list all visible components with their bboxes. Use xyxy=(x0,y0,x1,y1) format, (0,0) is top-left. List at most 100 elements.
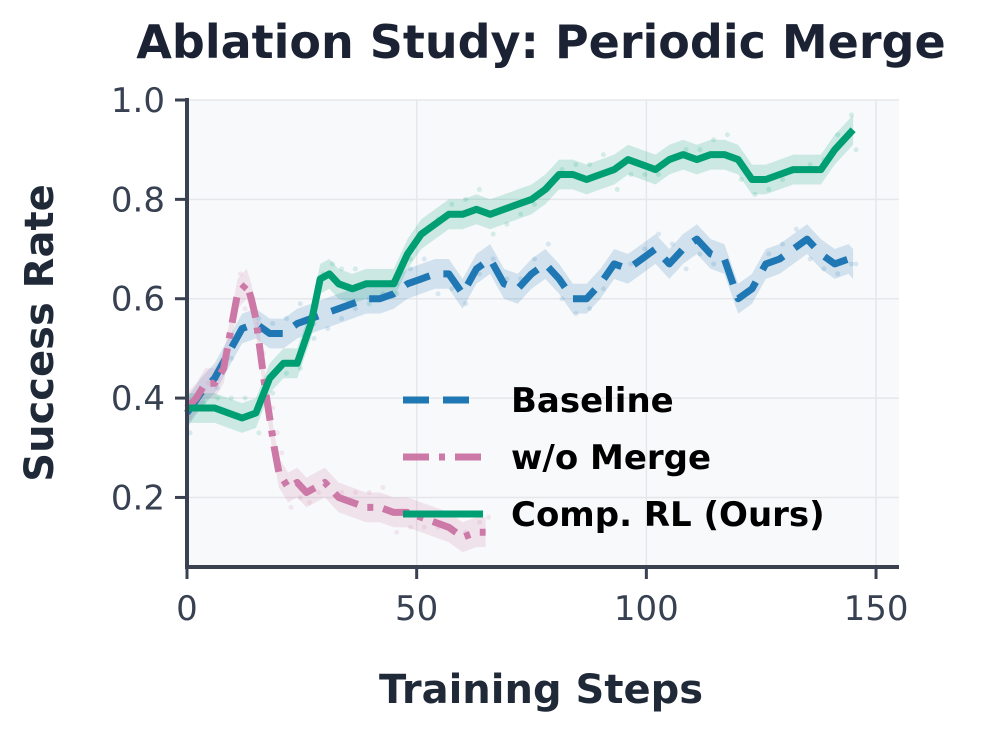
raw-point xyxy=(449,286,455,292)
x-axis-label: Training Steps xyxy=(379,667,703,713)
raw-point xyxy=(711,137,717,143)
raw-point xyxy=(711,261,717,267)
series-line xyxy=(184,280,486,541)
raw-point xyxy=(683,266,689,272)
confidence-band xyxy=(187,224,854,428)
raw-point xyxy=(476,186,482,192)
raw-point xyxy=(807,256,813,262)
series-line xyxy=(187,127,856,422)
raw-point xyxy=(339,316,345,322)
x-tick-label: 100 xyxy=(614,589,679,629)
raw-point xyxy=(780,176,786,182)
x-tick-label: 150 xyxy=(844,589,909,629)
raw-point xyxy=(532,256,538,262)
raw-point xyxy=(366,301,372,307)
raw-point xyxy=(752,191,758,197)
raw-point xyxy=(628,261,634,267)
raw-point xyxy=(853,261,859,267)
raw-point xyxy=(490,256,496,262)
raw-point xyxy=(766,251,772,257)
raw-point xyxy=(407,266,413,272)
raw-point xyxy=(201,400,207,406)
raw-point xyxy=(793,226,799,232)
raw-point xyxy=(256,316,262,322)
raw-point xyxy=(669,241,675,247)
raw-point xyxy=(656,172,662,178)
raw-point xyxy=(463,196,469,202)
raw-point xyxy=(435,291,441,297)
raw-point xyxy=(600,152,606,158)
raw-point xyxy=(205,380,211,386)
raw-point xyxy=(573,162,579,168)
raw-point xyxy=(587,162,593,168)
raw-point xyxy=(256,430,262,436)
x-tick-label: 50 xyxy=(395,589,438,629)
raw-point xyxy=(279,450,285,456)
raw-point xyxy=(835,132,841,138)
raw-point xyxy=(780,241,786,247)
raw-point xyxy=(587,306,593,312)
raw-point xyxy=(532,201,538,207)
raw-point xyxy=(421,256,427,262)
raw-point xyxy=(215,385,221,391)
raw-point xyxy=(463,301,469,307)
raw-point xyxy=(656,231,662,237)
raw-point xyxy=(297,494,303,500)
raw-point xyxy=(835,271,841,277)
raw-point xyxy=(407,524,413,530)
legend-label: Baseline xyxy=(511,381,674,421)
raw-point xyxy=(394,291,400,297)
y-tick-label: 0.8 xyxy=(111,180,165,220)
y-tick-label: 0.4 xyxy=(111,379,165,419)
legend-label: Comp. RL (Ours) xyxy=(511,495,825,535)
raw-point xyxy=(311,335,317,341)
raw-point xyxy=(352,266,358,272)
raw-point xyxy=(228,355,234,361)
raw-point xyxy=(807,162,813,168)
raw-point xyxy=(573,311,579,317)
raw-point xyxy=(853,147,859,153)
raw-point xyxy=(325,326,331,332)
raw-point xyxy=(476,519,482,525)
raw-point xyxy=(449,201,455,207)
raw-point xyxy=(766,186,772,192)
raw-point xyxy=(738,176,744,182)
raw-point xyxy=(683,147,689,153)
raw-point xyxy=(628,172,634,178)
raw-point xyxy=(394,529,400,535)
raw-point xyxy=(274,430,280,436)
raw-point xyxy=(545,241,551,247)
raw-point xyxy=(339,266,345,272)
raw-point xyxy=(297,365,303,371)
y-tick-label: 0.6 xyxy=(111,280,165,320)
plot-area: 0.2 0.4 0.6 0.8 1.0 0 50 100 150 xyxy=(111,81,909,629)
raw-point xyxy=(490,231,496,237)
raw-point xyxy=(270,321,276,327)
raw-point xyxy=(288,504,294,510)
x-tick-label: 0 xyxy=(176,589,198,629)
raw-point xyxy=(306,499,312,505)
raw-point xyxy=(559,296,565,302)
raw-point xyxy=(504,221,510,227)
raw-point xyxy=(518,211,524,217)
raw-point xyxy=(242,306,248,312)
raw-point xyxy=(642,246,648,252)
legend: Baseline w/o Merge Comp. RL (Ours) xyxy=(403,381,825,535)
raw-point xyxy=(352,489,358,495)
y-axis-label: Success Rate xyxy=(17,184,63,481)
raw-point xyxy=(697,147,703,153)
raw-point xyxy=(380,485,386,491)
raw-point xyxy=(270,390,276,396)
chart-title: Ablation Study: Periodic Merge xyxy=(136,15,945,69)
raw-point xyxy=(339,489,345,495)
raw-point xyxy=(366,489,372,495)
series-line xyxy=(184,235,856,415)
raw-point xyxy=(848,261,854,267)
raw-point xyxy=(724,132,730,138)
raw-point xyxy=(600,286,606,292)
y-tick-label: 0.2 xyxy=(111,478,165,518)
raw-point xyxy=(228,395,234,401)
legend-label: w/o Merge xyxy=(511,438,711,478)
